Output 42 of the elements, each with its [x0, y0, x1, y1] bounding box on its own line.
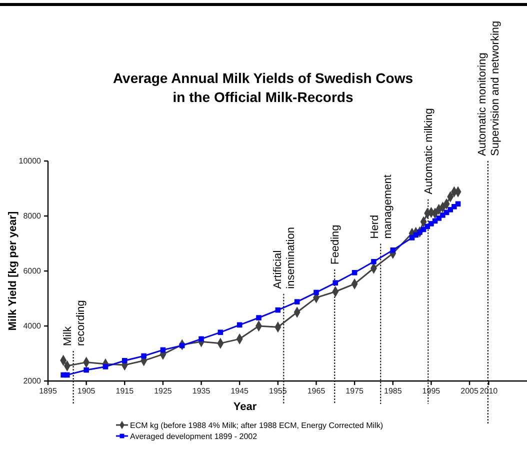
- y-tick-label: 6000: [23, 266, 42, 276]
- point: [314, 290, 319, 296]
- x-tick-label: 1995: [422, 386, 441, 396]
- point: [102, 364, 108, 370]
- x-tick-label: 1935: [192, 386, 211, 396]
- y-tick-label: 2000: [23, 376, 42, 386]
- x-tick-label: 2005: [460, 386, 479, 396]
- x-tick-label: 1945: [230, 386, 250, 396]
- ref-line-label: Milk recording: [62, 300, 87, 346]
- legend-label: Averaged development 1899 - 2002: [130, 432, 258, 441]
- point: [371, 259, 376, 264]
- x-axis-title: Year: [233, 401, 258, 413]
- point: [332, 280, 338, 286]
- x-tick-label: 1905: [77, 386, 96, 396]
- x-tick-label: 1895: [39, 386, 58, 396]
- x-tick-label: 1985: [384, 386, 402, 396]
- x-tick-label: 1975: [346, 386, 364, 396]
- y-axis-title: Milk Yield [kg per year]: [7, 211, 19, 331]
- x-tick-label: 1925: [154, 386, 172, 396]
- chart-title: Average Annual Milk Yields of Swedish Cows in the Official Milk-Records: [112, 70, 414, 105]
- point: [84, 367, 89, 373]
- point: [294, 299, 300, 304]
- y-tick-label: 8000: [23, 212, 42, 221]
- x-tick-label: 2010: [480, 386, 498, 396]
- ref-line-label: Automatic milking: [423, 108, 436, 194]
- ref-line-label: Herd management: [369, 174, 394, 239]
- point: [256, 315, 262, 320]
- ref-line-label: Feeding: [330, 224, 342, 264]
- x-tick-label: 1955: [269, 386, 288, 396]
- x-tick-label: 1915: [116, 386, 134, 396]
- point: [352, 270, 358, 276]
- y-tick-label: 10000: [18, 156, 42, 166]
- ref-line-label: Artificial insemination: [272, 227, 298, 289]
- legend-label: ECM kg (before 1988 4% Milk; after 1988 ECM, Energy Corrected Milk): [130, 421, 384, 430]
- ref-line-label: Automatic monitoring Supervision and networking: [476, 20, 502, 156]
- point: [64, 372, 70, 378]
- point: [390, 247, 396, 253]
- point: [141, 353, 146, 359]
- x-tick-label: 1965: [307, 386, 326, 396]
- point: [122, 358, 128, 364]
- y-tick-label: 4000: [23, 322, 42, 331]
- point: [218, 330, 224, 335]
